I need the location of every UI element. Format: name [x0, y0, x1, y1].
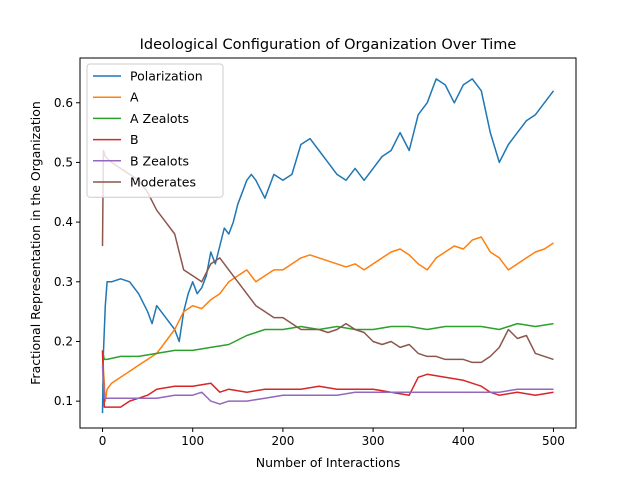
- legend-label: Polarization: [130, 69, 203, 84]
- y-tick-label: 0.1: [54, 394, 73, 408]
- series-line-polarization: [101, 78, 555, 414]
- legend-label: B Zealots: [130, 153, 189, 168]
- y-tick-label: 0.6: [54, 96, 73, 110]
- y-tick-label: 0.4: [54, 215, 73, 229]
- ticks-layer: 0 100 200 300 400 500 0.1 0.2 0.3 0.4 0.5 0.6: [54, 96, 565, 448]
- lines-layer: [101, 78, 555, 414]
- x-axis-label: Number of Interactions: [256, 455, 401, 470]
- y-tick-label: 0.2: [54, 334, 73, 348]
- x-tick-label: 400: [452, 434, 475, 448]
- x-tick-label: 0: [99, 434, 107, 448]
- series-line-b: [101, 350, 554, 408]
- y-axis-label: Fractional Representation in the Organiz…: [28, 101, 43, 385]
- legend-label: B: [130, 132, 139, 147]
- legend-label: A: [130, 90, 139, 105]
- y-tick-label: 0.3: [54, 275, 73, 289]
- x-tick-label: 200: [271, 434, 294, 448]
- series-line-a-zealots: [101, 322, 554, 361]
- plot-frame: [79, 57, 577, 429]
- legend-label: Moderates: [130, 175, 196, 190]
- series-line-b-zealots: [101, 365, 554, 405]
- x-tick-label: 100: [181, 434, 204, 448]
- series-line-moderates: [101, 149, 554, 364]
- series-line-a: [101, 236, 554, 402]
- y-tick-label: 0.5: [54, 155, 73, 169]
- x-tick-label: 300: [362, 434, 385, 448]
- legend: Polarization A A Zealots B B Zealots Moderate…: [86, 63, 224, 198]
- legend-label: A Zealots: [130, 111, 189, 126]
- chart-title: Ideological Configuration of Organizatio…: [140, 37, 517, 53]
- x-tick-label: 500: [542, 434, 565, 448]
